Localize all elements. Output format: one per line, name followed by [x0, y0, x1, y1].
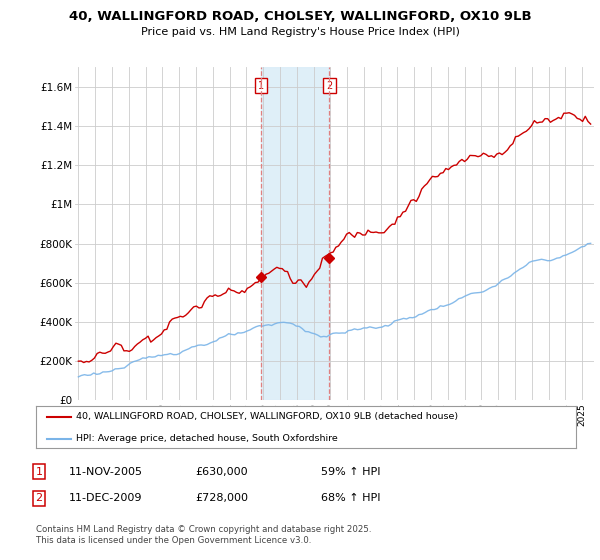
Text: 11-DEC-2009: 11-DEC-2009	[69, 493, 143, 503]
Text: 11-NOV-2005: 11-NOV-2005	[69, 466, 143, 477]
Text: 68% ↑ HPI: 68% ↑ HPI	[321, 493, 380, 503]
Text: 59% ↑ HPI: 59% ↑ HPI	[321, 466, 380, 477]
Text: 1: 1	[35, 466, 43, 477]
Text: £728,000: £728,000	[195, 493, 248, 503]
Text: 40, WALLINGFORD ROAD, CHOLSEY, WALLINGFORD, OX10 9LB: 40, WALLINGFORD ROAD, CHOLSEY, WALLINGFO…	[68, 10, 532, 22]
Text: HPI: Average price, detached house, South Oxfordshire: HPI: Average price, detached house, Sout…	[77, 434, 338, 444]
Text: 2: 2	[326, 81, 332, 91]
Text: 2: 2	[35, 493, 43, 503]
Text: £630,000: £630,000	[195, 466, 248, 477]
Text: 1: 1	[258, 81, 264, 91]
Text: Price paid vs. HM Land Registry's House Price Index (HPI): Price paid vs. HM Land Registry's House …	[140, 27, 460, 37]
Text: Contains HM Land Registry data © Crown copyright and database right 2025.
This d: Contains HM Land Registry data © Crown c…	[36, 525, 371, 545]
Text: 40, WALLINGFORD ROAD, CHOLSEY, WALLINGFORD, OX10 9LB (detached house): 40, WALLINGFORD ROAD, CHOLSEY, WALLINGFO…	[77, 412, 458, 422]
Bar	[261, 67, 329, 400]
